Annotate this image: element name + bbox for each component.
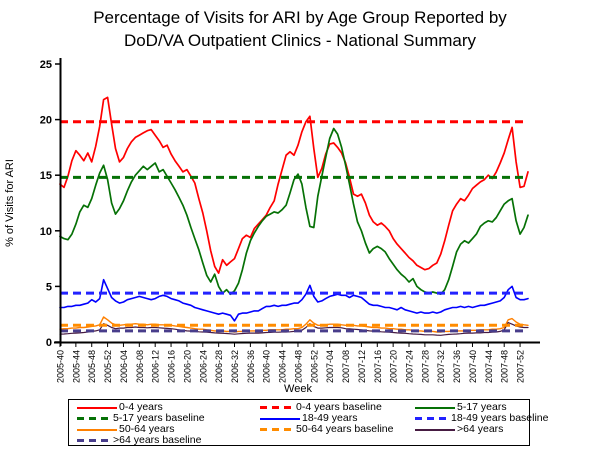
legend-label: 5-17 years	[457, 401, 507, 413]
series-line-18-49-years	[59, 278, 529, 322]
y-tick-label: 5	[46, 281, 52, 293]
x-tick-label: 2007-04	[325, 350, 335, 383]
legend-solid-line-swatch	[415, 406, 455, 409]
legend-dashed-line-swatch	[260, 428, 294, 431]
legend-label: 18-49 years baseline	[451, 412, 549, 424]
chart-title: Percentage of Visits for ARI by Age Grou…	[0, 6, 600, 52]
x-tick-label: 2006-28	[214, 350, 224, 383]
legend-dashed-line-swatch	[260, 406, 294, 409]
legend-dashed-line-swatch	[77, 439, 111, 442]
legend-label: 5-17 years baseline	[113, 412, 205, 424]
x-tick-label: 2005-44	[71, 350, 81, 383]
legend-label: 50-64 years baseline	[296, 423, 394, 435]
x-tick-label: 2007-12	[357, 350, 367, 383]
x-tick-label: 2006-48	[293, 350, 303, 383]
legend-label: 18-49 years	[302, 412, 358, 424]
legend-solid-line-swatch	[77, 406, 117, 409]
x-tick-label: 2006-04	[119, 350, 129, 383]
legend-item: 5-17 years baseline	[77, 413, 260, 424]
legend-item: >64 years	[415, 424, 548, 435]
x-tick-label: 2007-52	[516, 350, 526, 383]
x-tick-label: 2007-44	[484, 350, 494, 383]
x-tick-label: 2005-48	[87, 350, 97, 383]
x-tick-label: 2005-40	[56, 350, 66, 383]
chart-legend: 0-4 years 0-4 years baseline 5-17 years 5-1…	[68, 399, 548, 446]
x-tick-label: 2007-36	[452, 350, 462, 383]
legend-solid-line-swatch	[77, 428, 117, 431]
y-axis-label: % of Visits for ARI	[4, 159, 16, 247]
x-tick-label: 2006-40	[262, 350, 272, 383]
legend-item: 50-64 years baseline	[260, 424, 415, 435]
legend-label: 50-64 years	[119, 423, 175, 435]
y-tick-label: 20	[40, 115, 52, 127]
legend-label: 0-4 years baseline	[296, 401, 382, 413]
x-tick-label: 2007-20	[389, 350, 399, 383]
legend-label: >64 years baseline	[113, 434, 202, 446]
x-tick-label: 2007-40	[468, 350, 478, 383]
legend-item: >64 years baseline	[77, 435, 260, 446]
y-tick-label: 0	[46, 337, 52, 349]
legend-label: 0-4 years	[119, 401, 163, 413]
legend-item: 18-49 years baseline	[415, 413, 548, 424]
x-tick-label: 2006-52	[309, 350, 319, 383]
series-line-5-17-years	[59, 127, 529, 296]
legend-label: >64 years	[457, 423, 504, 435]
legend-item: 18-49 years	[260, 413, 415, 424]
x-tick-label: 2006-36	[246, 350, 256, 383]
x-tick-label: 2007-08	[341, 350, 351, 383]
x-tick-label: 2005-52	[103, 350, 113, 383]
y-tick-label: 10	[40, 226, 52, 238]
legend-item: 0-4 years	[77, 402, 260, 413]
legend-dashed-line-swatch	[415, 417, 449, 420]
y-tick-label: 15	[40, 170, 52, 182]
x-axis-label: Week	[284, 383, 312, 395]
legend-item: 0-4 years baseline	[260, 402, 415, 413]
x-tick-label: 2006-32	[230, 350, 240, 383]
legend-dashed-line-swatch	[77, 417, 111, 420]
x-tick-label: 2006-12	[151, 350, 161, 383]
x-tick-label: 2007-28	[420, 350, 430, 383]
x-tick-label: 2007-16	[373, 350, 383, 383]
chart-title-line1: Percentage of Visits for ARI by Age Grou…	[93, 8, 507, 27]
x-tick-label: 2006-44	[278, 350, 288, 383]
x-tick-label: 2006-08	[135, 350, 145, 383]
legend-solid-line-swatch	[415, 428, 455, 431]
series-line-0-4-years	[59, 96, 529, 274]
y-tick-label: 25	[40, 59, 52, 71]
chart-title-line2: DoD/VA Outpatient Clinics - National Sum…	[123, 31, 477, 50]
x-tick-label: 2007-48	[500, 350, 510, 383]
legend-item: 5-17 years	[415, 402, 548, 413]
x-tick-label: 2006-16	[167, 350, 177, 383]
x-tick-label: 2006-24	[198, 350, 208, 383]
x-tick-label: 2006-20	[182, 350, 192, 383]
legend-item: 50-64 years	[77, 424, 260, 435]
x-tick-label: 2007-24	[405, 350, 415, 383]
x-tick-label: 2007-32	[436, 350, 446, 383]
legend-solid-line-swatch	[260, 417, 300, 420]
